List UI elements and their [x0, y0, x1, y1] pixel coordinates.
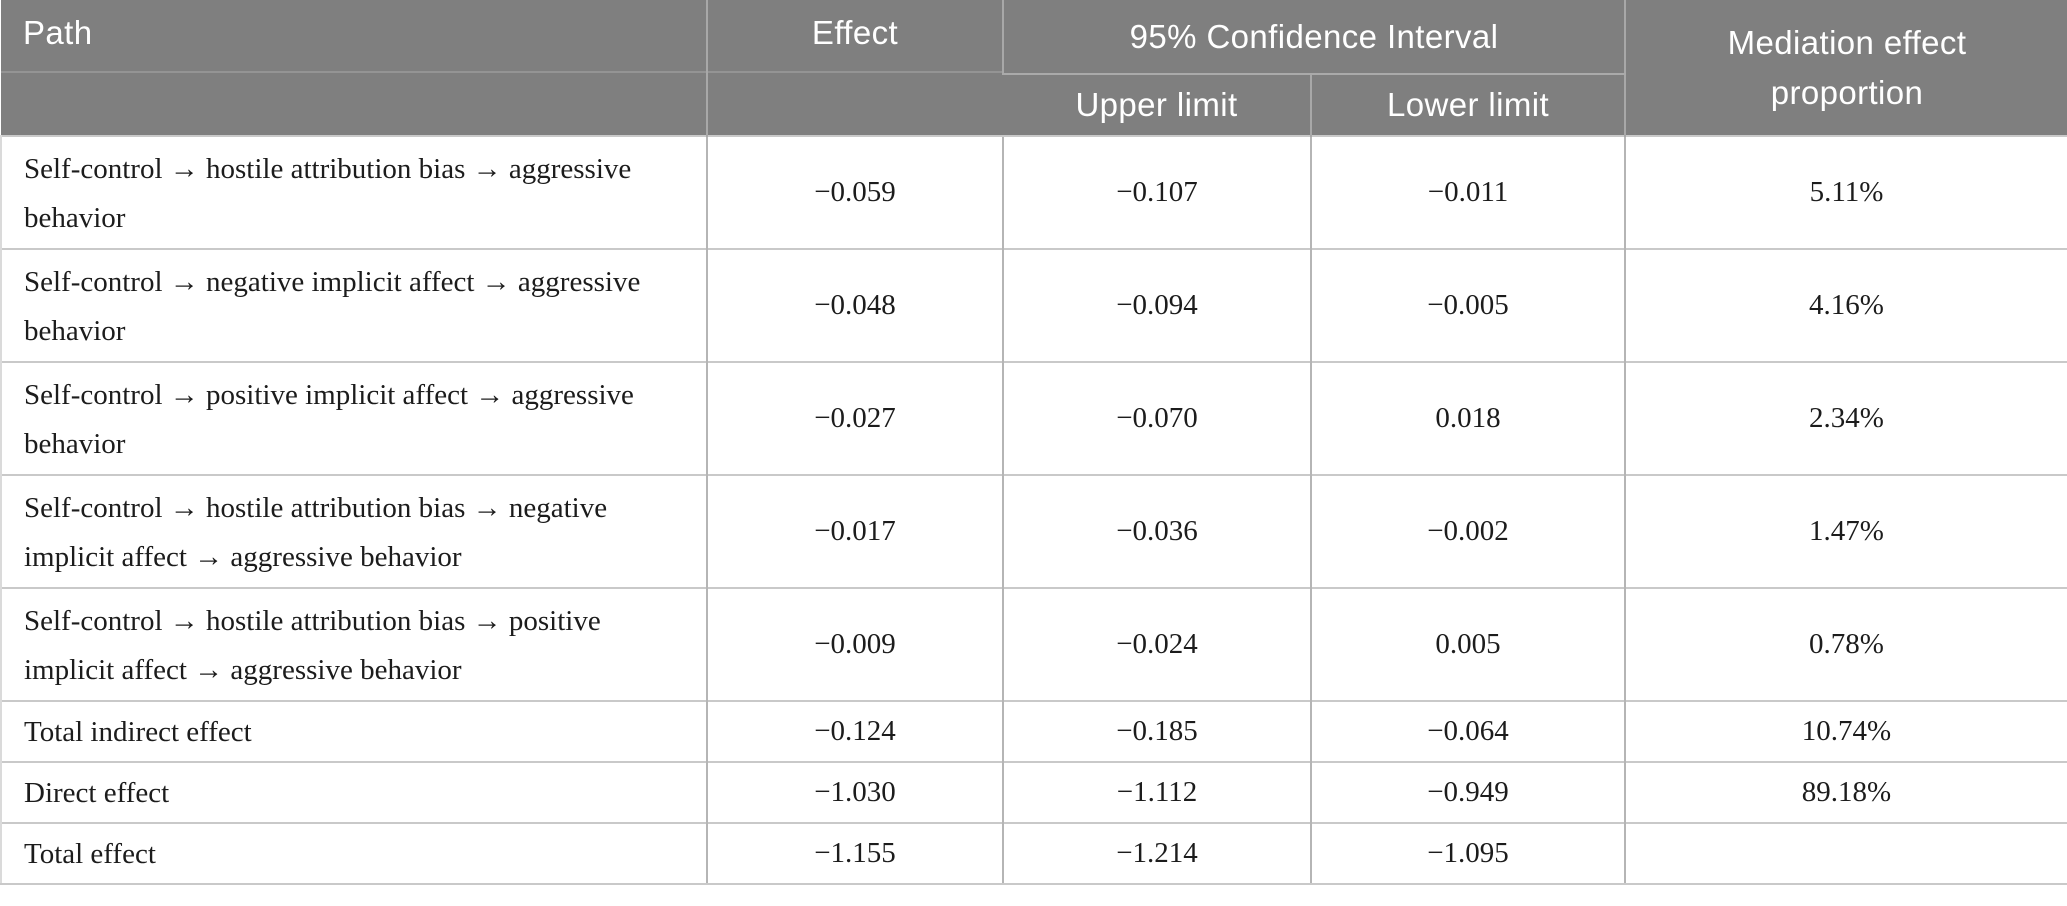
column-header-path: Path [1, 0, 707, 136]
lower-limit-cell: −1.095 [1309, 822, 1626, 885]
upper-limit-cell: −1.112 [1002, 761, 1311, 823]
effect-cell: −0.009 [706, 587, 1003, 701]
effect-cell: −1.155 [706, 822, 1003, 885]
mediation-proportion-cell: 5.11% [1624, 135, 2067, 249]
upper-limit-cell: −0.107 [1002, 135, 1311, 249]
header-row-top: Path Effect 95% Confidence Interval Medi… [1, 0, 2067, 136]
path-cell: Self-control → positive implicit affect … [0, 361, 707, 475]
table-row: Self-control → positive implicit affect … [0, 361, 2067, 475]
effect-cell: −1.030 [706, 761, 1003, 823]
mediation-proportion-cell: 10.74% [1624, 700, 2067, 762]
mediation-proportion-cell: 4.16% [1624, 248, 2067, 362]
lower-limit-cell: 0.018 [1309, 361, 1626, 475]
lower-limit-cell: −0.064 [1309, 700, 1626, 762]
effect-cell: −0.124 [706, 700, 1003, 762]
mediation-proportion-cell: 1.47% [1624, 474, 2067, 588]
column-header-mediation-proportion: Mediation effect proportion [1624, 0, 2067, 136]
mediation-proportion-cell: 89.18% [1624, 761, 2067, 823]
mediation-proportion-cell [1624, 822, 2067, 885]
column-header-upper-limit: Upper limit [1003, 74, 1311, 136]
column-header-lower-limit: Lower limit [1309, 74, 1626, 136]
column-header-effect: Effect [706, 0, 1003, 136]
upper-limit-cell: −0.024 [1002, 587, 1311, 701]
table-row: Self-control → hostile attribution bias … [0, 135, 2067, 249]
table-row: Total indirect effect −0.124 −0.185 −0.0… [0, 700, 2067, 762]
header-row-sub: Upper limit Lower limit [1, 74, 2067, 136]
lower-limit-cell: −0.011 [1309, 135, 1626, 249]
table-row: Self-control → negative implicit affect … [0, 248, 2067, 362]
column-header-confidence-interval: 95% Confidence Interval [1001, 0, 1626, 75]
effect-cell: −0.027 [706, 361, 1003, 475]
path-cell: Self-control → hostile attribution bias … [0, 587, 707, 701]
table-header: Path Effect 95% Confidence Interval Medi… [1, 0, 2067, 136]
effect-cell: −0.017 [706, 474, 1003, 588]
table-row: Self-control → hostile attribution bias … [0, 587, 2067, 701]
upper-limit-cell: −0.070 [1002, 361, 1311, 475]
upper-limit-cell: −0.094 [1002, 248, 1311, 362]
path-cell: Total indirect effect [0, 700, 707, 762]
path-cell: Self-control → negative implicit affect … [0, 248, 707, 362]
path-cell: Direct effect [0, 761, 707, 823]
mediation-effects-table: Path Effect 95% Confidence Interval Medi… [0, 0, 2067, 885]
path-cell: Self-control → hostile attribution bias … [0, 135, 707, 249]
effect-cell: −0.048 [706, 248, 1003, 362]
lower-limit-cell: −0.005 [1309, 248, 1626, 362]
mediation-proportion-cell: 2.34% [1624, 361, 2067, 475]
upper-limit-cell: −0.185 [1002, 700, 1311, 762]
upper-limit-cell: −1.214 [1002, 822, 1311, 885]
table-row: Self-control → hostile attribution bias … [0, 474, 2067, 588]
lower-limit-cell: −0.002 [1309, 474, 1626, 588]
table-row: Total effect −1.155 −1.214 −1.095 [0, 822, 2067, 885]
mediation-proportion-cell: 0.78% [1624, 587, 2067, 701]
table-row: Direct effect −1.030 −1.112 −0.949 89.18… [0, 761, 2067, 823]
table-body: Self-control → hostile attribution bias … [0, 135, 2067, 885]
upper-limit-cell: −0.036 [1002, 474, 1311, 588]
path-cell: Self-control → hostile attribution bias … [0, 474, 707, 588]
path-cell: Total effect [0, 822, 707, 885]
lower-limit-cell: 0.005 [1309, 587, 1626, 701]
effect-cell: −0.059 [706, 135, 1003, 249]
lower-limit-cell: −0.949 [1309, 761, 1626, 823]
